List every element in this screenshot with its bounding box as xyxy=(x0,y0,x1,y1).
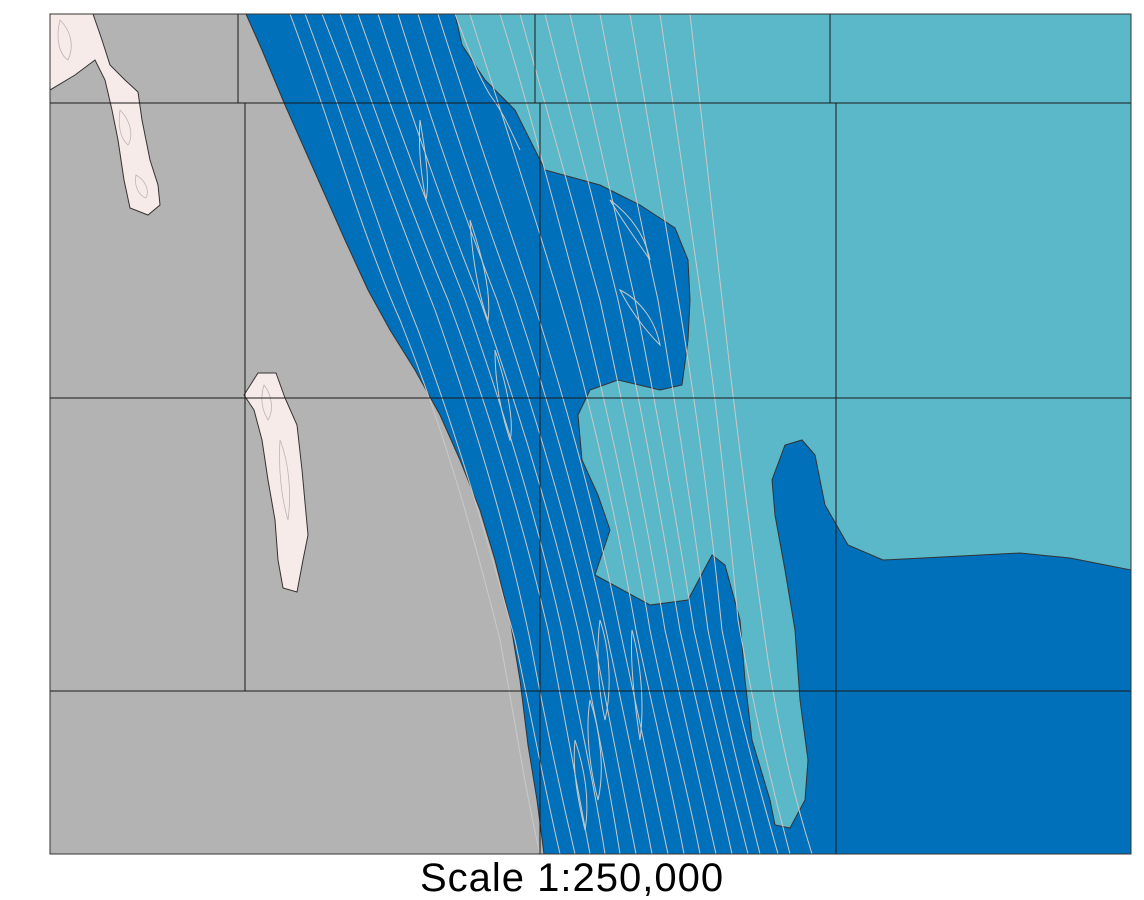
map-border xyxy=(49,13,1132,855)
scale-label: Scale 1:250,000 xyxy=(419,856,725,900)
island-south xyxy=(243,372,309,593)
island-north xyxy=(50,14,161,216)
island-contours xyxy=(57,19,290,521)
map-grid xyxy=(50,14,1131,854)
map-canvas[interactable] xyxy=(0,0,1144,876)
